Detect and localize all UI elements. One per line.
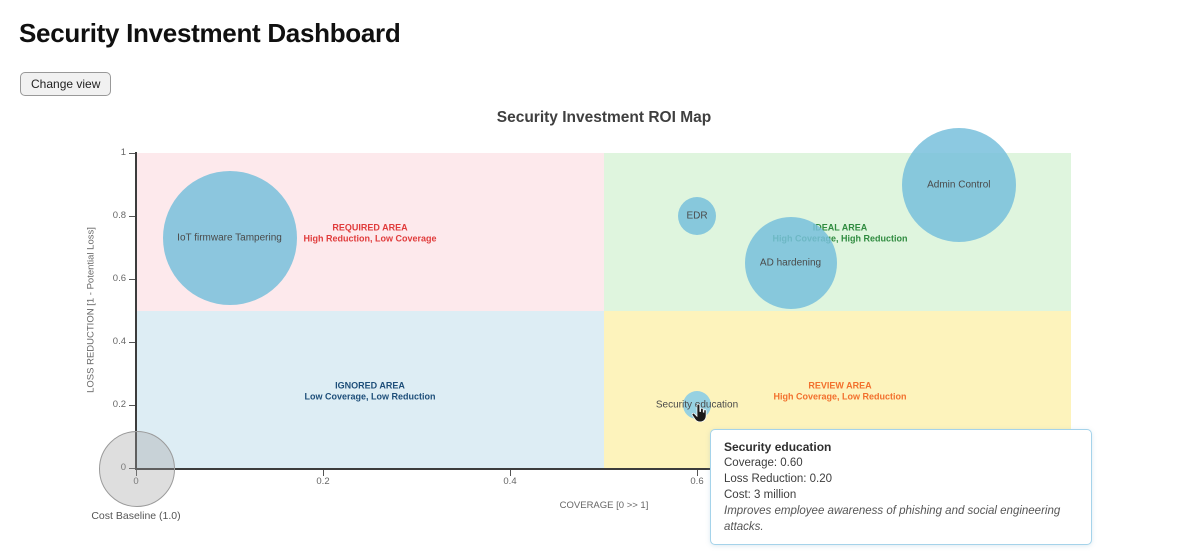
y-tick-label: 0.2 xyxy=(112,399,126,410)
quadrant-label-required: REQUIRED AREA High Reduction, Low Covera… xyxy=(303,223,436,244)
tooltip-note: Improves employee awareness of phishing … xyxy=(724,505,1061,533)
x-tick xyxy=(696,469,698,476)
y-tick-label: 0.4 xyxy=(112,336,126,347)
y-tick-label: 1 xyxy=(120,147,126,158)
tooltip-title: Security education xyxy=(724,440,832,454)
quadrant-label-ideal: IDEAL AREA High Coverage, High Reduction xyxy=(772,223,907,244)
quadrant-ignored xyxy=(136,310,604,468)
x-tick-label: 0.4 xyxy=(503,476,517,487)
y-axis-line xyxy=(135,152,137,469)
pointer-hand-icon xyxy=(691,403,708,428)
tooltip: Security education Coverage: 0.60 Loss R… xyxy=(710,429,1092,545)
y-tick xyxy=(129,152,135,154)
y-tick xyxy=(129,215,135,217)
tooltip-line: Cost: 3 million xyxy=(724,489,797,501)
y-tick xyxy=(129,404,135,406)
x-axis-line xyxy=(135,468,1072,470)
quadrant-label-review: REVIEW AREA High Coverage, Low Reduction xyxy=(773,381,906,402)
bubble-cost-baseline-1-0[interactable] xyxy=(99,431,175,507)
page-title: Security Investment Dashboard xyxy=(19,18,401,48)
x-tick-label: 0.2 xyxy=(316,476,330,487)
quadrant-subtitle: High Coverage, High Reduction xyxy=(772,233,908,243)
bubble-ad-hardening[interactable] xyxy=(744,217,837,310)
cost-baseline-label: Cost Baseline (1.0) xyxy=(91,510,181,522)
x-axis-title: COVERAGE [0 >> 1] xyxy=(559,500,649,511)
quadrant-name: REQUIRED AREA xyxy=(332,222,408,233)
quadrant-subtitle: High Coverage, Low Reduction xyxy=(773,391,907,401)
x-tick xyxy=(509,469,511,476)
bubble-edr[interactable] xyxy=(678,197,716,235)
quadrant-subtitle: High Reduction, Low Coverage xyxy=(303,233,437,243)
y-tick xyxy=(129,278,135,280)
quadrant-label-ignored: IGNORED AREA Low Coverage, Low Reduction xyxy=(304,381,435,402)
tooltip-line: Loss Reduction: 0.20 xyxy=(724,473,833,485)
x-tick-label: 0.6 xyxy=(690,476,704,487)
x-tick xyxy=(322,469,324,476)
y-tick-label: 0.8 xyxy=(112,210,126,221)
quadrant-name: IGNORED AREA xyxy=(335,380,405,391)
bubble-iot-firmware-tampering[interactable] xyxy=(162,171,297,306)
chart-title: Security Investment ROI Map xyxy=(496,109,712,126)
y-tick-label: 0.6 xyxy=(112,273,126,284)
y-axis-title: LOSS REDUCTION [1 - Potential Loss] xyxy=(85,227,97,393)
quadrant-name: REVIEW AREA xyxy=(808,380,872,391)
tooltip-line: Coverage: 0.60 xyxy=(724,457,803,469)
quadrant-subtitle: Low Coverage, Low Reduction xyxy=(304,391,436,401)
quadrant-name: IDEAL AREA xyxy=(812,222,868,233)
bubble-admin-control[interactable] xyxy=(901,127,1016,242)
change-view-button[interactable]: Change view xyxy=(20,72,112,96)
y-tick xyxy=(129,341,135,343)
